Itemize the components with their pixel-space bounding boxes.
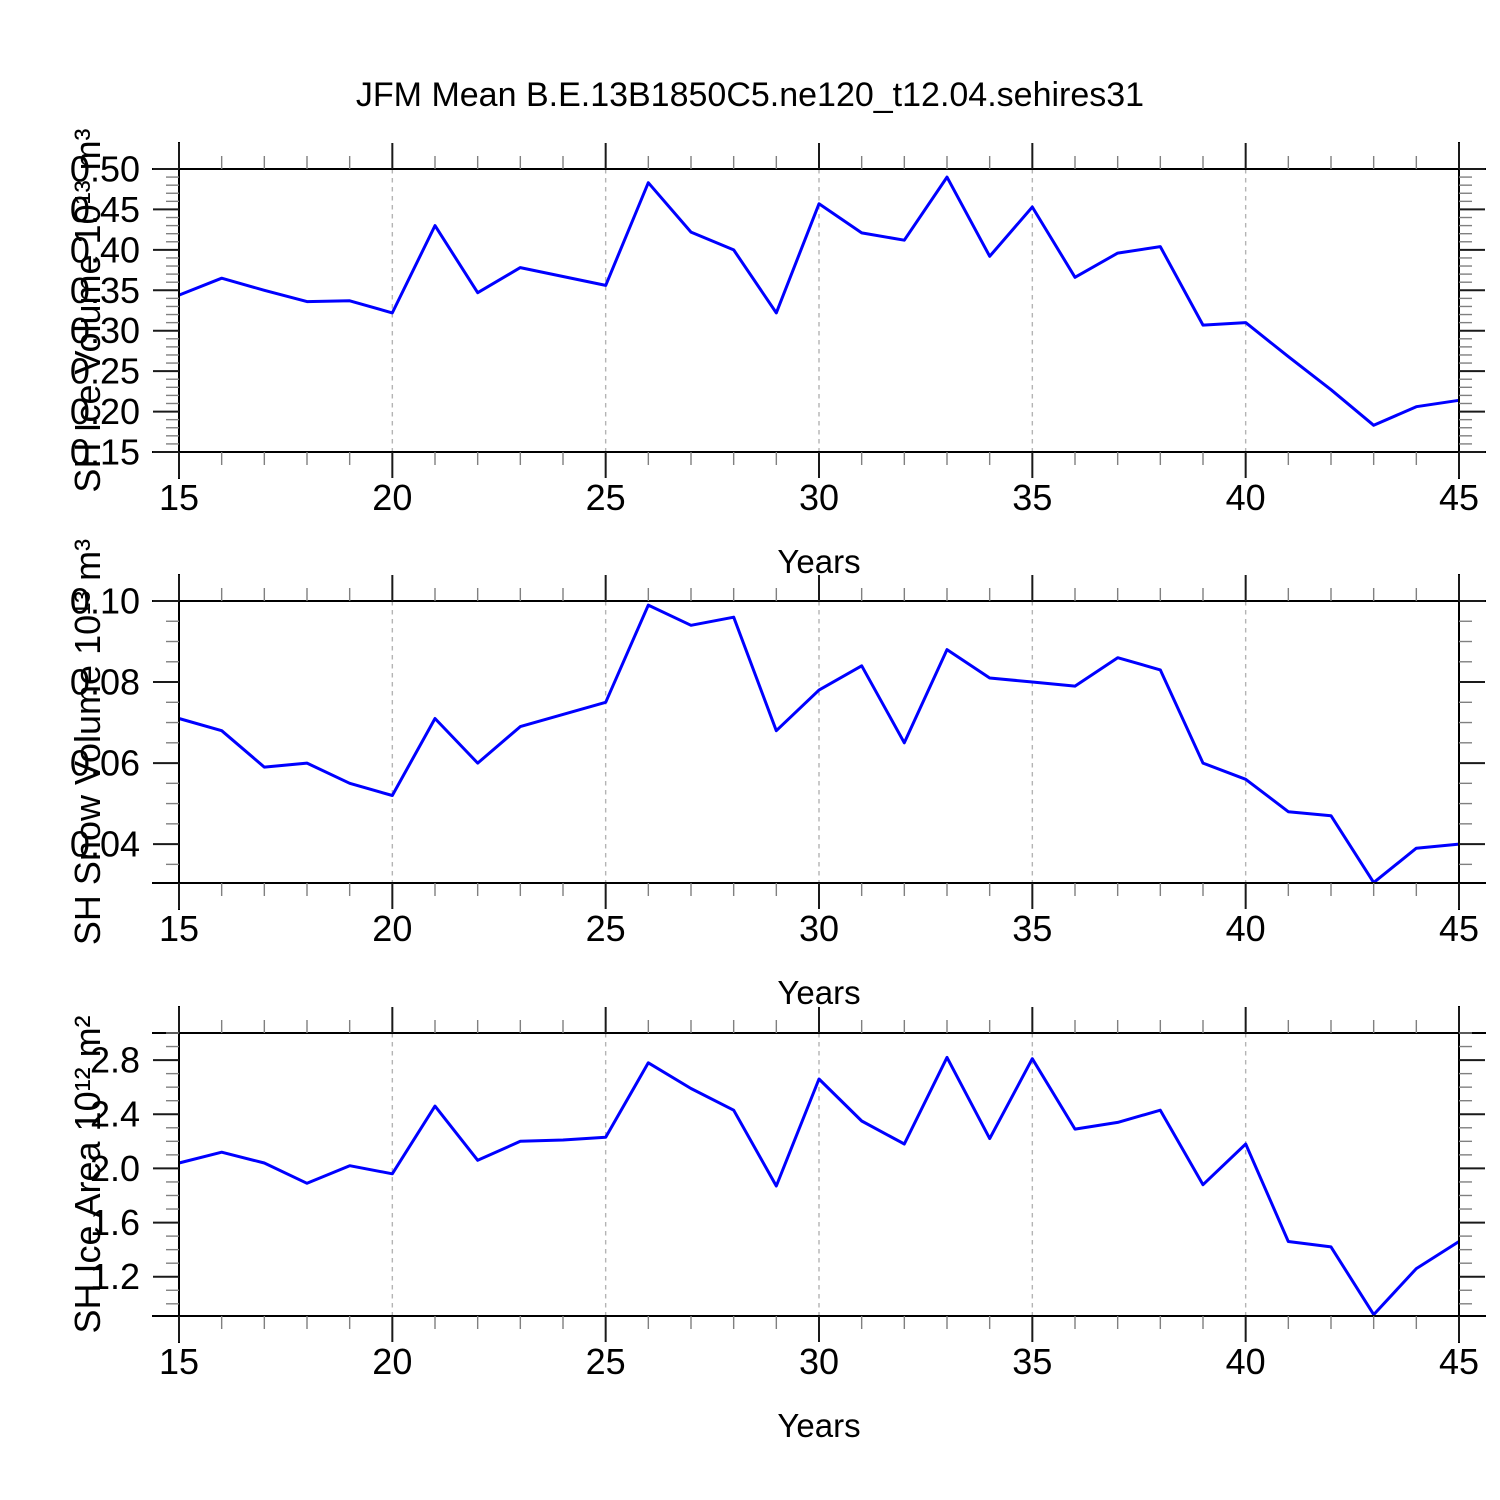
x-tick-label: 40: [1226, 1341, 1266, 1382]
x-tick-label: 20: [372, 908, 412, 949]
x-tick-label: 15: [159, 908, 199, 949]
y-tick-label: 2.0: [90, 1148, 140, 1189]
x-tick-label: 30: [799, 1341, 839, 1382]
sh-snow-volume-line: [178, 603, 1460, 885]
x-tick-label: 45: [1439, 1341, 1479, 1382]
y-tick-label: 0.45: [70, 189, 140, 230]
x-axis-title: Years: [777, 974, 860, 1011]
x-tick-label: 20: [372, 477, 412, 518]
x-tick-label: 40: [1226, 477, 1266, 518]
y-axis-title: SH Ice Area 10¹² m²: [67, 1015, 108, 1333]
x-tick-label: 35: [1012, 477, 1052, 518]
x-tick-label: 45: [1439, 908, 1479, 949]
x-tick-label: 30: [799, 908, 839, 949]
y-tick-label: 0.04: [70, 824, 140, 865]
y-axis-title: SH Ice Volume 10¹³ m³: [67, 128, 108, 492]
x-tick-label: 30: [799, 477, 839, 518]
y-tick-label: 0.40: [70, 229, 140, 270]
y-tick-label: 0.08: [70, 662, 140, 703]
x-tick-label: 20: [372, 1341, 412, 1382]
y-tick-label: 0.06: [70, 743, 140, 784]
y-tick-label: 0.10: [70, 581, 140, 622]
y-tick-label: 0.30: [70, 310, 140, 351]
x-tick-label: 40: [1226, 908, 1266, 949]
y-tick-label: 1.2: [90, 1256, 140, 1297]
x-tick-label: 25: [586, 1341, 626, 1382]
x-axis-title: Years: [777, 1407, 860, 1444]
panel-sh-snow-volume: 0.04 0.06 0.08 0.10 15 20 25 30 35 40 45 Years SH Sn…: [67, 539, 1486, 1011]
y-axis-title: SH Snow Volume 10¹³ m³: [67, 539, 108, 945]
x-tick-label: 15: [159, 1341, 199, 1382]
y-tick-label: 2.8: [90, 1040, 140, 1081]
y-tick-label: 0.15: [70, 432, 140, 473]
x-tick-label: 25: [586, 908, 626, 949]
x-axis-title: Years: [777, 543, 860, 580]
y-tick-label: 1.6: [90, 1202, 140, 1243]
y-tick-label: 0.20: [70, 391, 140, 432]
sh-ice-area-line: [178, 1055, 1460, 1317]
x-tick-label: 45: [1439, 477, 1479, 518]
figure-title: JFM Mean B.E.13B1850C5.ne120_t12.04.sehi…: [355, 76, 1145, 114]
y-tick-label: 0.50: [70, 149, 140, 190]
panel-sh-ice-area: 1.2 1.6 2.0 2.4 2.8 15 20 25 30 35 40 45 Years SH Ice…: [67, 1006, 1486, 1444]
y-tick-label: 0.35: [70, 270, 140, 311]
sh-ice-volume-line: [178, 175, 1460, 427]
x-tick-label: 35: [1012, 1341, 1052, 1382]
panel-sh-ice-volume: 0.150.200.250.300.350.400.450.50 15 20 25 30…: [67, 128, 1486, 580]
x-tick-label: 35: [1012, 908, 1052, 949]
y-tick-label: 0.25: [70, 351, 140, 392]
x-tick-label: 15: [159, 477, 199, 518]
x-tick-label: 25: [586, 477, 626, 518]
y-tick-label: 2.4: [90, 1094, 140, 1135]
